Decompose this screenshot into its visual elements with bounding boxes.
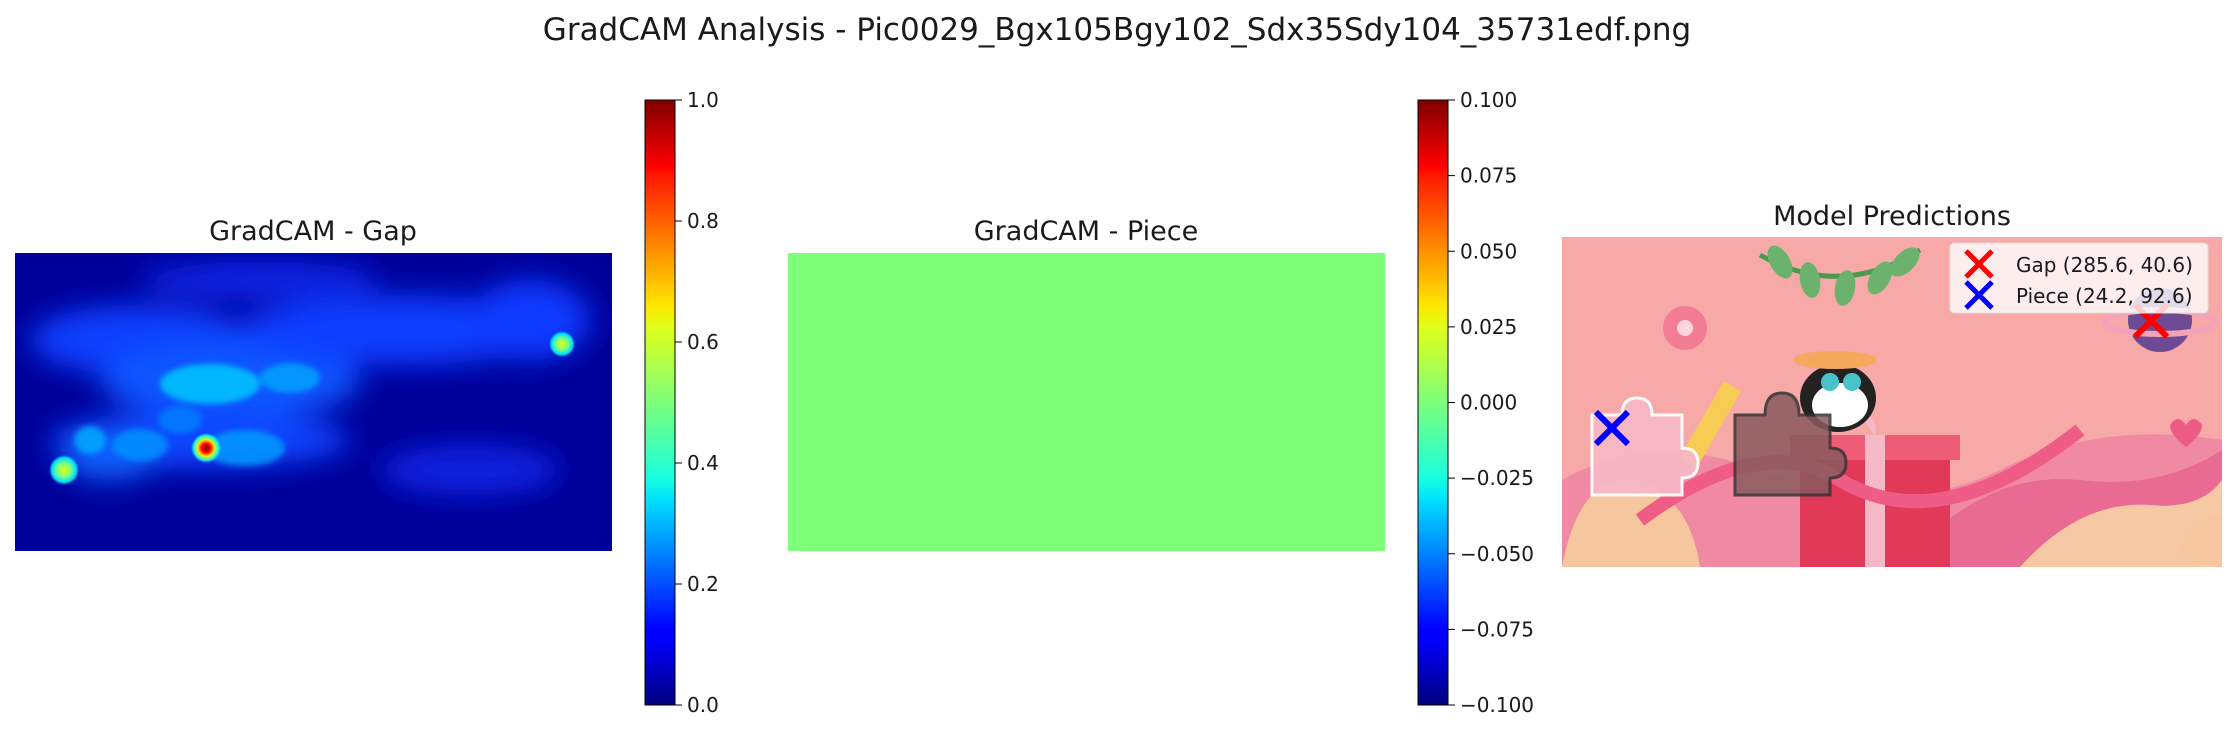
gap-colorbar-tick-label: 0.8 [687,209,719,233]
predictions-legend: Gap (285.6, 40.6) Piece (24.2, 92.6) [1949,242,2209,314]
gap-heatmap [15,253,612,551]
piece-colorbar-tick-label: −0.050 [1460,542,1534,566]
gap-hotspot-left [49,455,79,485]
piece-heatmap [788,253,1385,551]
piece-prediction-marker [1593,409,1631,447]
piece-heatmap-panel: GradCAM - Piece −0.100 −0.075 −0.050 −0.025… [788,88,1534,717]
gap-colorbar-tick-label: 0.2 [687,572,719,596]
gap-colorbar-tick-label: 0.4 [687,451,719,475]
piece-colorbar-tick-label: 0.050 [1460,239,1517,263]
piece-colorbar-ticks: −0.100 −0.075 −0.050 −0.025 0.000 0.025 0.050 0… [1448,88,1534,717]
figure-title: GradCAM Analysis - Pic0029_Bgx105Bgy102_… [543,12,1691,48]
gap-heatmap-panel: GradCAM - Gap [15,88,719,717]
legend-gap-label: Gap (285.6, 40.6) [2016,253,2193,277]
piece-heatmap-title: GradCAM - Piece [974,216,1199,247]
legend-frame [1949,242,2209,314]
gap-heatmap-title: GradCAM - Gap [209,216,417,247]
gap-colorbar [644,99,676,706]
gap-colorbar-tick-label: 1.0 [687,88,719,112]
piece-colorbar-tick-label: −0.100 [1460,693,1534,717]
predictions-panel: Model Predictions [1562,201,2222,567]
gap-colorbar-ticks: 0.0 0.2 0.4 0.6 0.8 1.0 [675,88,719,717]
gap-hotspot-max [191,433,221,463]
piece-colorbar-tick-label: −0.075 [1460,617,1534,641]
legend-piece-marker [1964,280,1994,310]
gap-colorbar-tick-label: 0.0 [687,693,719,717]
gap-hotspot-right [549,331,575,357]
piece-colorbar-tick-label: 0.075 [1460,164,1517,188]
gap-heatmap-mid [74,363,320,466]
legend-gap-marker [1964,249,1994,279]
legend-piece-label: Piece (24.2, 92.6) [2016,284,2193,308]
gap-colorbar-tick-label: 0.6 [687,330,719,354]
piece-colorbar-tick-label: 0.025 [1460,315,1517,339]
piece-colorbar-tick-label: −0.025 [1460,466,1534,490]
predictions-title: Model Predictions [1773,201,2011,232]
piece-colorbar [1417,99,1449,706]
piece-colorbar-tick-label: 0.100 [1460,88,1517,112]
piece-colorbar-tick-label: 0.000 [1460,391,1517,415]
